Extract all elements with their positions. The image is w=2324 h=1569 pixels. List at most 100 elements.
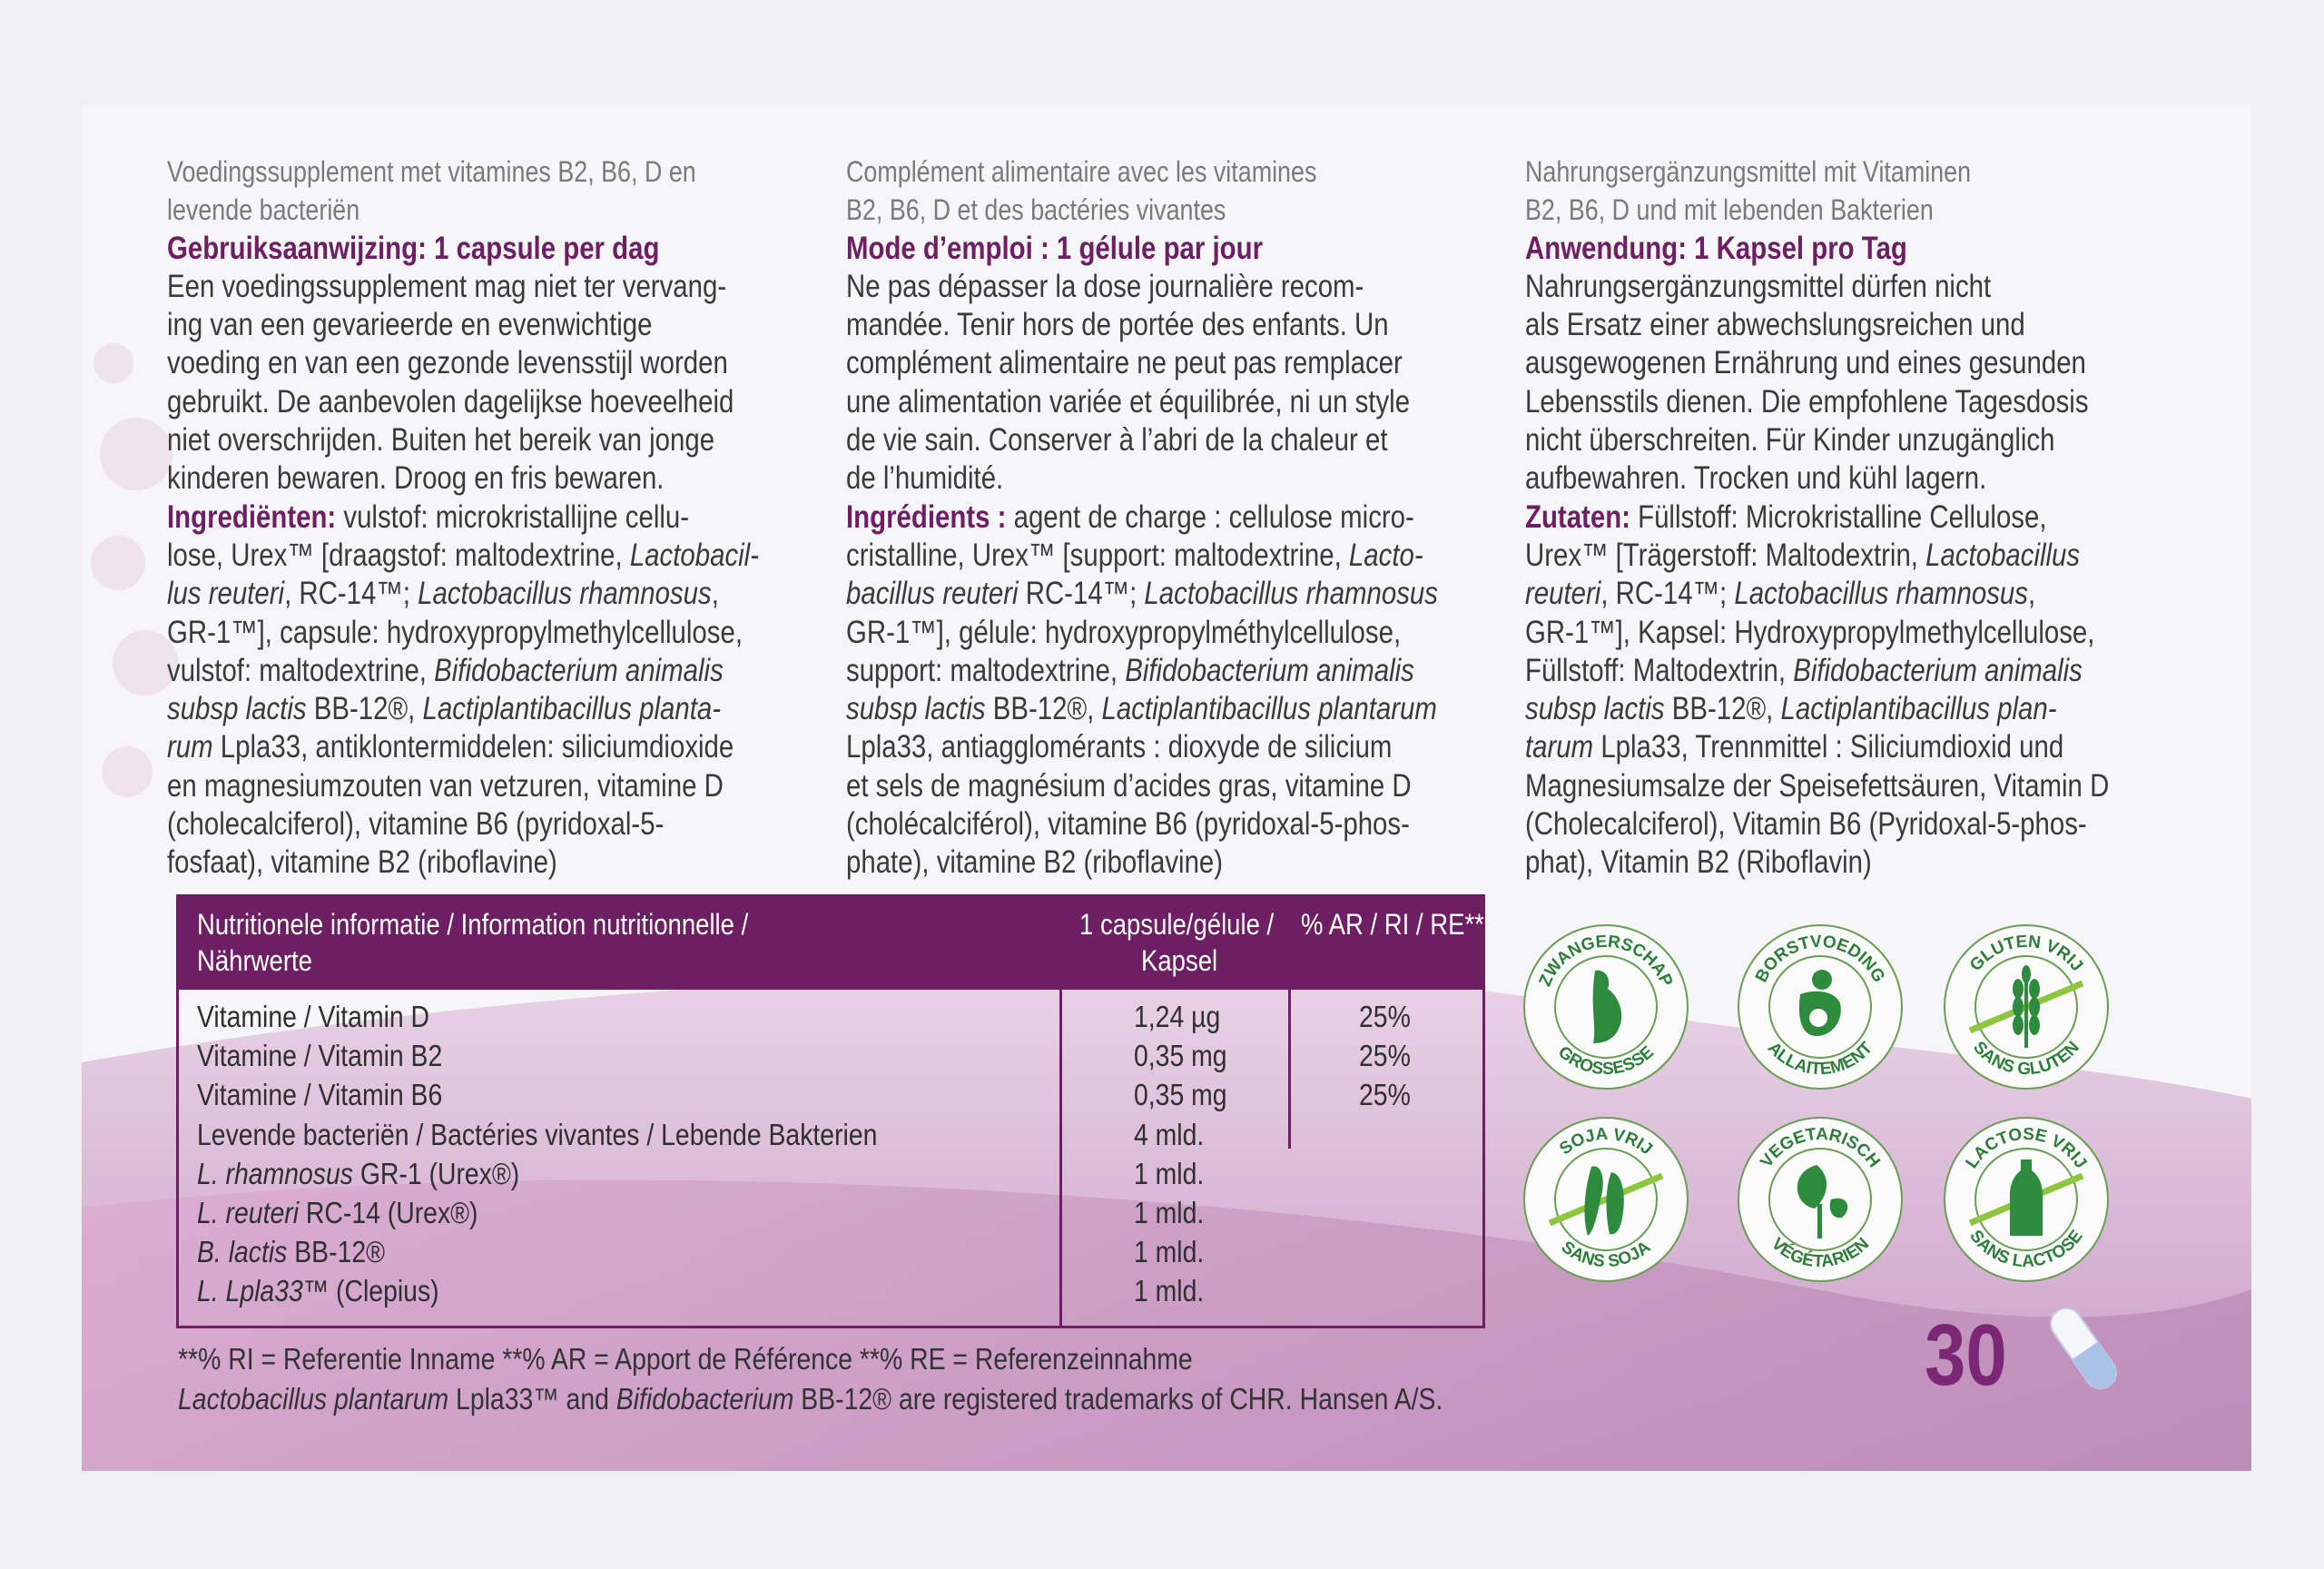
nutrient-name: Vitamine / Vitamin B6 [197,1075,442,1114]
nutrient-ri-percent: 25% [1359,1078,1411,1112]
text-line: voeding en van een gezonde levensstijl w… [167,344,815,382]
header-ri: % AR / RI / RE** [1301,908,1484,941]
nutrient-amount: 1,24 µg [1134,1000,1221,1033]
text-segment: ing van een gevarieerde en evenwichtige [167,307,653,343]
text-line: de l’humidité. [846,459,1494,498]
text-line: Urex™ [Trägerstoff: Maltodextrin, Lactob… [1525,537,2173,575]
text-segment: Urex™ [Trägerstoff: Maltodextrin, [1525,537,1926,573]
text-segment: RC-14™; [1018,576,1145,612]
table-row: B. lactis BB-12® 1 mld. [179,1232,1482,1271]
nutrient-name: B. lactis BB-12® [197,1232,385,1271]
nutrient-name: L. rhamnosus GR-1 (Urex®) [197,1154,519,1193]
text-segment: agent de charge : cellulose micro- [1006,498,1414,535]
header-name-line2: Nährwerte [197,944,312,977]
text-line: als Ersatz einer abwechslungsreichen und [1525,306,2173,344]
text-line: (cholecalciferol), vitamine B6 (pyridoxa… [167,805,815,844]
product-description-line: Complément alimentaire avec les vitamine… [846,153,1494,191]
italic-text: Lactobacillus [1925,537,2081,573]
text-line: Ne pas dépasser la dose journalière reco… [846,268,1494,306]
text-segment: **% RI = Referentie Inname **% AR = Appo… [178,1342,1193,1376]
text-segment: Levende bacteriën / Bactéries vivantes /… [197,1117,878,1151]
text-segment: BB-12®, [1664,691,1781,727]
italic-text: subsp lactis [167,691,307,727]
text-line: gebruikt. De aanbevolen dagelijkse hoeve… [167,383,815,421]
text-segment: Nahrungsergänzungsmittel mit Vitaminen [1525,155,1972,188]
table-row: Vitamine / Vitamin B2 0,35 mg 25% [179,1036,1482,1075]
text-segment: en magnesiumzouten van vetzuren, vitamin… [167,767,724,804]
nutrient-name: L. Lpla33™ (Clepius) [197,1271,439,1310]
table-row: Vitamine / Vitamin D 1,24 µg 25% [179,997,1482,1036]
text-line: mandée. Tenir hors de portée des enfants… [846,306,1494,344]
text-line: phat), Vitamin B2 (Riboflavin) [1525,844,2173,882]
text-segment: Lebensstils dienen. Die empfohlene Tages… [1525,383,2089,419]
italic-text: subsp lactis [846,691,986,727]
text-segment: (cholécalciférol), vitamine B6 (pyridoxa… [846,806,1410,843]
text-segment: Mode d’emploi : 1 gélule par jour [846,230,1264,266]
nutrient-ri-percent: 25% [1359,1039,1411,1073]
breastfeeding-icon [1798,970,1841,1036]
text-line: de vie sain. Conserver à l’abri de la ch… [846,421,1494,459]
product-description-line: Nahrungsergänzungsmittel mit Vitaminen [1525,153,2173,191]
text-segment: Magnesiumsalze der Speisefettsäuren, Vit… [1525,767,2110,804]
italic-text: Lactiplantibacillus plantarum [1101,691,1437,727]
text-segment: GR-1™], Kapsel: Hydroxypropylmethylcellu… [1525,614,2095,650]
text-segment: Füllstoff: Microkristalline Cellulose, [1630,498,2047,535]
text-segment: Een voedingssupplement mag niet ter verv… [167,268,727,304]
footnote-reference-intake: **% RI = Referentie Inname **% AR = Appo… [178,1342,1193,1377]
text-segment: BB-12® are registered trademarks of CHR.… [793,1382,1443,1416]
text-segment: fosfaat), vitamine B2 (riboflavine) [167,844,557,881]
text-segment: Lpla33, antiklontermiddelen: siliciumdio… [212,729,734,765]
header-amount-line1: 1 capsule/gélule / [1079,908,1275,941]
text-segment: de l’humidité. [846,460,1004,497]
bottle-icon [2010,1159,2043,1236]
product-description-line: levende bacteriën [167,191,815,229]
text-line: subsp lactis BB-12®, Lactiplantibacillus… [1525,690,2173,728]
text-segment: complément alimentaire ne peut pas rempl… [846,345,1403,381]
text-line: (Cholecalciferol), Vitamin B6 (Pyridoxal… [1525,805,2173,844]
text-line: ausgewogenen Ernährung und eines gesunde… [1525,344,2173,382]
nutrient-amount: 4 mld. [1134,1117,1205,1151]
italic-text: L. Lpla33 [197,1274,303,1308]
text-segment: GR-1™], gélule: hydroxypropylméthylcellu… [846,614,1402,650]
product-description-line: B2, B6, D und mit lebenden Bakterien [1525,191,2173,229]
text-line: phate), vitamine B2 (riboflavine) [846,844,1494,882]
text-line: kinderen bewaren. Droog en fris bewaren. [167,459,815,498]
text-segment: Nahrungsergänzungsmittel dürfen nicht [1525,268,1992,304]
text-segment: et sels de magnésium d’acides gras, vita… [846,767,1412,804]
leaf-icon [1797,1165,1848,1238]
text-segment: Lpla33, antiagglomérants : dioxyde de si… [846,729,1393,765]
table-row: L. rhamnosus GR-1 (Urex®) 1 mld. [179,1154,1482,1193]
table-row: L. reuteri RC-14 (Urex®) 1 mld. [179,1193,1482,1232]
wheat-icon [2013,965,2040,1048]
section-label: Ingrediënten: [167,498,337,535]
text-segment: GR-1™], capsule: hydroxypropylmethylcell… [167,614,743,650]
text-line: en magnesiumzouten van vetzuren, vitamin… [167,767,815,805]
column-divider [1288,990,1291,1149]
nutrient-amount: 1 mld. [1134,1156,1205,1190]
italic-text: Bifidobacterium animalis [434,652,724,688]
nutrient-amount: 0,35 mg [1134,1039,1227,1073]
text-segment: nicht überschreiten. Für Kinder unzugäng… [1525,422,2055,459]
italic-text: Lactobacil- [629,537,760,573]
italic-text: lus reuteri [167,576,285,612]
text-segment: , RC-14™; [1600,576,1735,612]
text-segment: BB-12®, [985,691,1102,727]
column-german: Nahrungsergänzungsmittel mit Vitaminen B2… [1525,153,2173,883]
table-row: Vitamine / Vitamin B6 0,35 mg 25% [179,1075,1482,1114]
text-line: rum Lpla33, antiklontermiddelen: siliciu… [167,728,815,766]
usage-heading: Anwendung: 1 Kapsel pro Tag [1525,230,2173,268]
text-line: lose, Urex™ [draagstof: maltodextrine, L… [167,537,815,575]
text-segment: Gebruiksaanwijzing: 1 capsule per dag [167,230,660,266]
section-label: Zutaten: [1525,498,1630,535]
text-segment: , [711,576,719,612]
capsule-count: 30 [1925,1307,2007,1404]
section-label: Ingrédients : [846,498,1007,535]
text-segment: Vitamine / Vitamin B2 [197,1039,443,1073]
text-segment: niet overschrijden. Buiten het bereik va… [167,422,715,459]
nutrition-table-header: Nutritionele informatie / Information nu… [179,897,1484,990]
nutrition-table: Nutritionele informatie / Information nu… [176,894,1485,1328]
text-line: reuteri, RC-14™; Lactobacillus rhamnosus… [1525,575,2173,613]
text-segment: BB-12®, [306,691,423,727]
